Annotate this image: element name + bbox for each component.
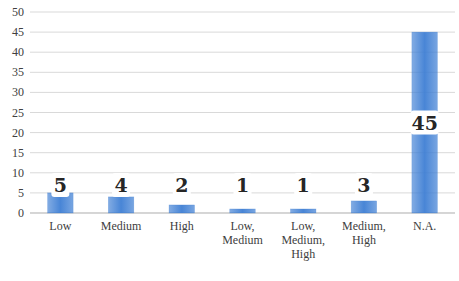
y-tick-label: 5	[18, 186, 24, 200]
y-tick-label: 35	[12, 65, 24, 79]
data-label: 5	[54, 174, 67, 196]
bar	[108, 197, 134, 213]
grid-line	[30, 72, 455, 73]
grid-line	[30, 92, 455, 93]
data-label: 2	[175, 174, 188, 196]
data-label-box	[294, 173, 312, 197]
y-tick-label: 0	[18, 206, 24, 220]
bar	[169, 205, 195, 213]
x-tick-label: N.A.	[413, 219, 436, 233]
data-label-box	[173, 173, 191, 197]
x-tick-label: High	[170, 219, 194, 233]
x-tick-label: Medium,High	[342, 219, 386, 247]
x-tick-label: Low	[49, 219, 71, 233]
y-tick-label: 40	[12, 45, 24, 59]
grid-line	[30, 32, 455, 33]
data-label: 45	[411, 112, 437, 134]
y-tick-label: 30	[12, 85, 24, 99]
data-label: 1	[297, 174, 310, 196]
chart: 0 5 10 15 20 25 30 35 40 45 50 5 4 2 1 1 3 45 Low Medium Hig…	[0, 0, 459, 281]
bar	[230, 209, 256, 213]
data-label-box	[355, 173, 373, 197]
y-tick-label: 50	[12, 5, 24, 19]
bar	[290, 209, 316, 213]
y-tick-label: 45	[12, 25, 24, 39]
y-tick-label: 10	[12, 166, 24, 180]
grid-line	[30, 152, 455, 153]
data-label: 1	[236, 174, 249, 196]
background	[0, 0, 459, 281]
grid-line	[30, 52, 455, 53]
data-label-box	[411, 111, 439, 135]
grid-line	[30, 112, 455, 113]
data-label-box	[51, 173, 69, 197]
x-tick-label: Medium	[101, 219, 142, 233]
data-label: 3	[357, 174, 370, 196]
data-label: 4	[114, 174, 127, 196]
y-tick-label: 15	[12, 146, 24, 160]
bar	[351, 201, 377, 213]
grid-line	[30, 12, 455, 13]
y-tick-label: 20	[12, 126, 24, 140]
bar	[412, 32, 438, 213]
data-label-box	[234, 173, 252, 197]
x-tick-label: Low,Medium	[222, 219, 263, 247]
data-label-box	[112, 173, 130, 197]
x-tick-label: Low,Medium,High	[281, 219, 325, 261]
grid-line	[30, 132, 455, 133]
y-tick-label: 25	[12, 106, 24, 120]
